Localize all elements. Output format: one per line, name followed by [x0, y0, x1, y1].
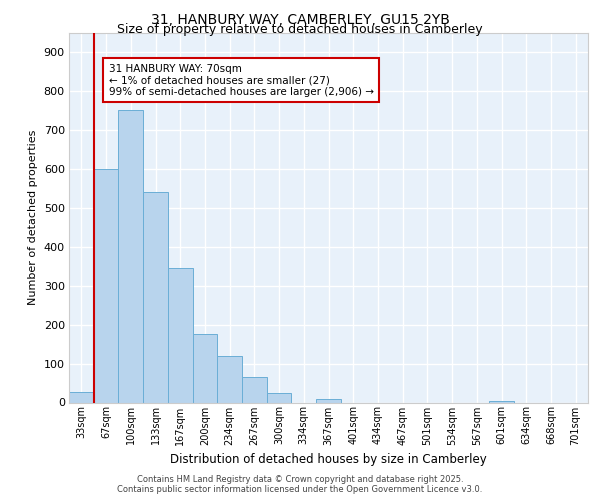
Bar	[143, 192, 168, 402]
Bar	[489, 400, 514, 402]
Text: 31, HANBURY WAY, CAMBERLEY, GU15 2YB: 31, HANBURY WAY, CAMBERLEY, GU15 2YB	[151, 12, 449, 26]
Bar	[267, 393, 292, 402]
Bar	[193, 334, 217, 402]
Bar	[94, 169, 118, 402]
Text: Contains HM Land Registry data © Crown copyright and database right 2025.
Contai: Contains HM Land Registry data © Crown c…	[118, 474, 482, 494]
Bar	[316, 398, 341, 402]
Y-axis label: Number of detached properties: Number of detached properties	[28, 130, 38, 305]
Bar	[242, 377, 267, 402]
Bar	[118, 110, 143, 403]
Text: 31 HANBURY WAY: 70sqm
← 1% of detached houses are smaller (27)
99% of semi-detac: 31 HANBURY WAY: 70sqm ← 1% of detached h…	[109, 64, 374, 97]
Bar	[217, 356, 242, 403]
Bar	[69, 392, 94, 402]
Text: Size of property relative to detached houses in Camberley: Size of property relative to detached ho…	[117, 22, 483, 36]
Bar	[168, 268, 193, 402]
X-axis label: Distribution of detached houses by size in Camberley: Distribution of detached houses by size …	[170, 453, 487, 466]
